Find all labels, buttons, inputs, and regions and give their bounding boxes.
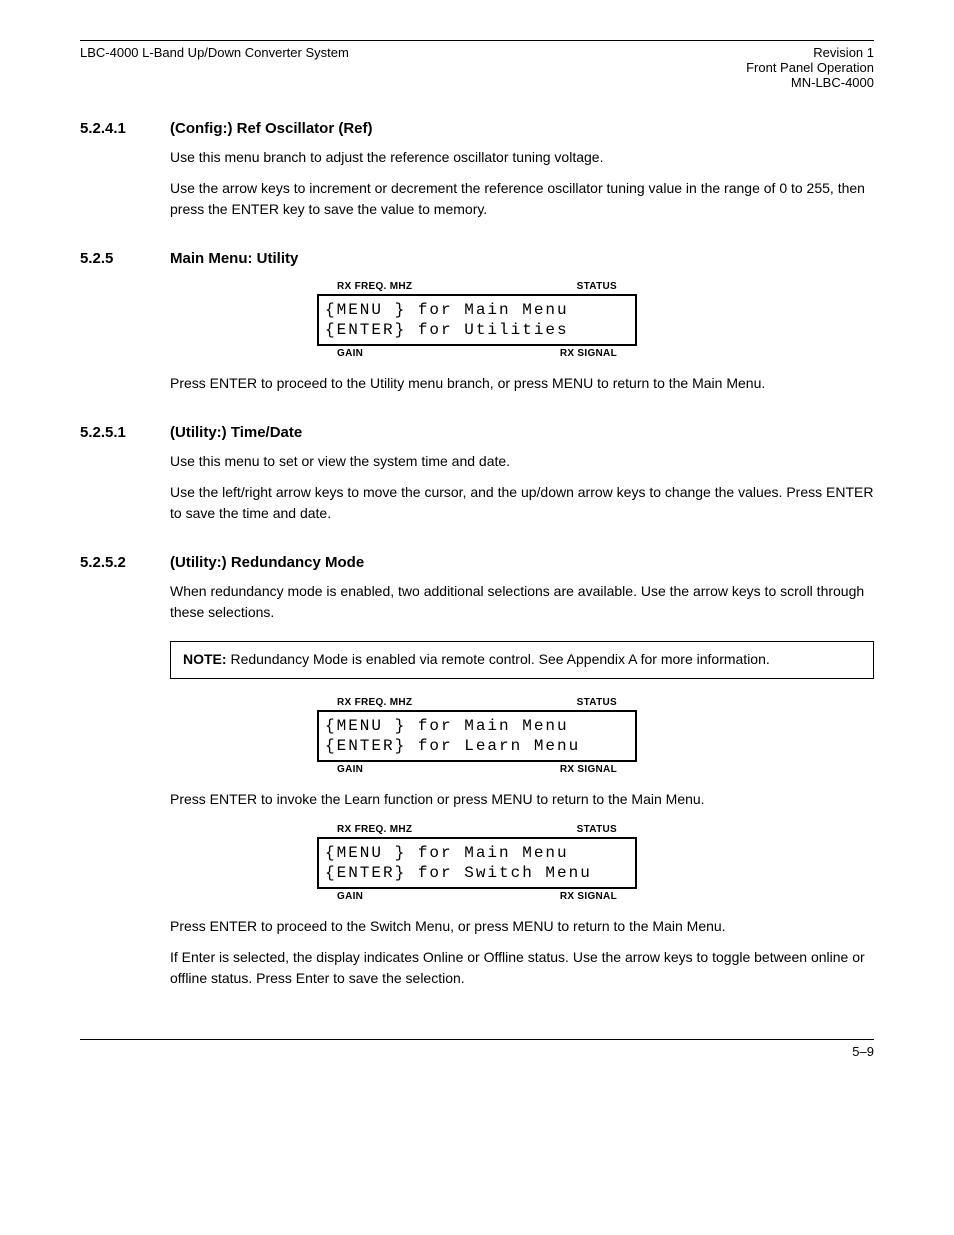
lcd-label-rx-signal: RX SIGNAL — [560, 764, 617, 775]
lcd-screen: {MENU } for Main Menu {ENTER} for Switch… — [317, 837, 637, 889]
paragraph: Press ENTER to invoke the Learn function… — [170, 789, 874, 810]
section-525-title: 5.2.5 Main Menu: Utility — [80, 250, 874, 267]
lcd-label-rx-signal: RX SIGNAL — [560, 891, 617, 902]
lcd-bottom-labels: GAIN RX SIGNAL — [317, 891, 637, 902]
lcd-label-gain: GAIN — [337, 764, 363, 775]
paragraph: If Enter is selected, the display indica… — [170, 947, 874, 989]
section-heading: (Config:) Ref Oscillator (Ref) — [170, 120, 373, 137]
paragraph: Press ENTER to proceed to the Switch Men… — [170, 916, 874, 937]
top-rule — [80, 40, 874, 41]
page-number: 5–9 — [80, 1044, 874, 1059]
page-header: LBC-4000 L-Band Up/Down Converter System… — [80, 45, 874, 90]
lcd-line2: {ENTER} for Learn Menu — [325, 737, 580, 755]
note-box: NOTE: Redundancy Mode is enabled via rem… — [170, 641, 874, 679]
lcd-label-gain: GAIN — [337, 348, 363, 359]
lcd-top-labels: RX FREQ. MHZ STATUS — [317, 281, 637, 292]
note-label: NOTE: — [183, 651, 227, 667]
paragraph: Press ENTER to proceed to the Utility me… — [170, 373, 874, 394]
lcd-label-gain: GAIN — [337, 891, 363, 902]
header-left: LBC-4000 L-Band Up/Down Converter System — [80, 45, 349, 90]
paragraph: Use this menu branch to adjust the refer… — [170, 147, 874, 168]
lcd-line1: {MENU } for Main Menu — [325, 844, 569, 862]
section-5241-title: 5.2.4.1 (Config:) Ref Oscillator (Ref) — [80, 120, 874, 137]
paragraph: Use this menu to set or view the system … — [170, 451, 874, 472]
lcd-screen: {MENU } for Main Menu {ENTER} for Learn … — [317, 710, 637, 762]
note-body: Redundancy Mode is enabled via remote co… — [227, 651, 770, 667]
section-heading: Main Menu: Utility — [170, 250, 298, 267]
lcd-label-status: STATUS — [577, 697, 617, 708]
lcd-label-status: STATUS — [577, 281, 617, 292]
lcd-label-rx-freq: RX FREQ. MHZ — [337, 824, 412, 835]
paragraph: Use the arrow keys to increment or decre… — [170, 178, 874, 220]
paragraph: Use the left/right arrow keys to move th… — [170, 482, 874, 524]
header-rev: Revision 1 — [746, 45, 874, 60]
bottom-rule — [80, 1039, 874, 1040]
lcd-top-labels: RX FREQ. MHZ STATUS — [317, 824, 637, 835]
section-num: 5.2.5 — [80, 250, 170, 267]
section-num: 5.2.4.1 — [80, 120, 170, 137]
lcd-bottom-labels: GAIN RX SIGNAL — [317, 764, 637, 775]
lcd-bottom-labels: GAIN RX SIGNAL — [317, 348, 637, 359]
lcd-display-2: RX FREQ. MHZ STATUS {MENU } for Main Men… — [317, 697, 637, 775]
lcd-line1: {MENU } for Main Menu — [325, 717, 569, 735]
spacer — [80, 999, 874, 1039]
lcd-top-labels: RX FREQ. MHZ STATUS — [317, 697, 637, 708]
lcd-line2: {ENTER} for Utilities — [325, 321, 569, 339]
section-num: 5.2.5.1 — [80, 424, 170, 441]
header-doc: MN-LBC-4000 — [746, 75, 874, 90]
section-heading: (Utility:) Redundancy Mode — [170, 554, 364, 571]
section-heading: (Utility:) Time/Date — [170, 424, 302, 441]
lcd-label-rx-freq: RX FREQ. MHZ — [337, 697, 412, 708]
lcd-display-3: RX FREQ. MHZ STATUS {MENU } for Main Men… — [317, 824, 637, 902]
lcd-label-rx-signal: RX SIGNAL — [560, 348, 617, 359]
header-right: Revision 1 Front Panel Operation MN-LBC-… — [746, 45, 874, 90]
page-container: LBC-4000 L-Band Up/Down Converter System… — [0, 0, 954, 1119]
lcd-display-1: RX FREQ. MHZ STATUS {MENU } for Main Men… — [317, 281, 637, 359]
lcd-label-status: STATUS — [577, 824, 617, 835]
lcd-label-rx-freq: RX FREQ. MHZ — [337, 281, 412, 292]
section-num: 5.2.5.2 — [80, 554, 170, 571]
lcd-line2: {ENTER} for Switch Menu — [325, 864, 592, 882]
section-5251-title: 5.2.5.1 (Utility:) Time/Date — [80, 424, 874, 441]
section-5252-title: 5.2.5.2 (Utility:) Redundancy Mode — [80, 554, 874, 571]
header-section: Front Panel Operation — [746, 60, 874, 75]
lcd-line1: {MENU } for Main Menu — [325, 301, 569, 319]
lcd-screen: {MENU } for Main Menu {ENTER} for Utilit… — [317, 294, 637, 346]
paragraph: When redundancy mode is enabled, two add… — [170, 581, 874, 623]
